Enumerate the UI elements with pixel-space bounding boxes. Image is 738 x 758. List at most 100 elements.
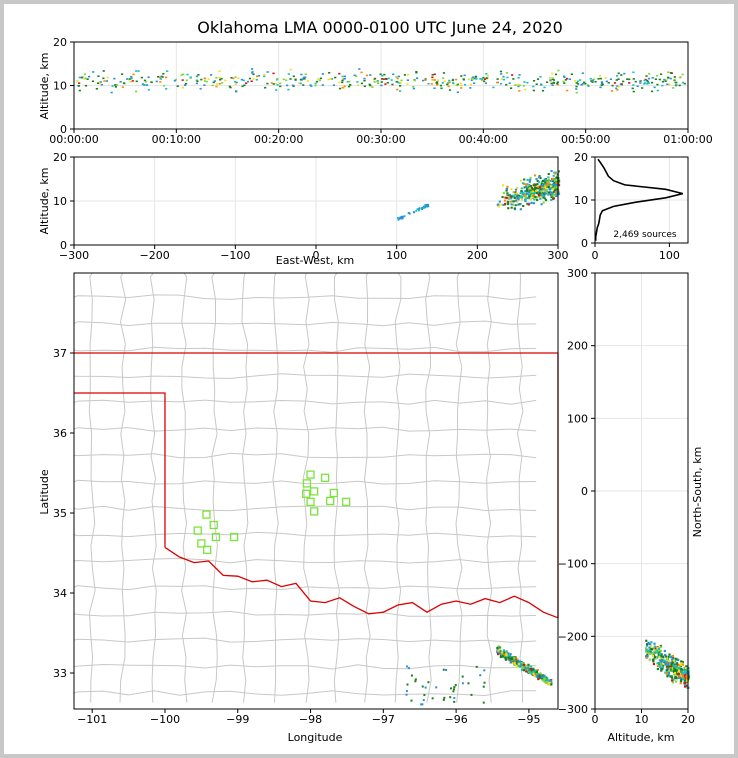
time-source-point [162,84,166,87]
ns-source-point [673,665,676,668]
ew-source-point [507,207,510,210]
ew-source-point [520,195,523,198]
east-west-altitude-panel: −300 −200 −100 0 100 200 300 0 10 20 Altitude, k… [38,151,569,267]
ew-source-point [523,186,526,189]
time-source-point [157,75,160,78]
ns-y-ticks: 300 200 100 0 −100 −200 −300 [558,267,595,716]
ew-source-point [497,205,500,208]
time-source-point [251,71,254,74]
time-x-tick-label: 00:30:00 [356,133,405,146]
map-source-point [546,677,549,680]
time-source-point [469,83,473,86]
time-source-point [597,77,600,80]
ns-x-ticks: 0 10 20 [592,709,695,726]
time-source-point [141,83,144,85]
time-source-point [250,80,253,83]
time-x-tick-label: 00:40:00 [459,133,508,146]
ns-source-point [671,669,674,672]
time-source-point [620,83,623,85]
map-source-point [420,703,423,706]
ew-source-point [505,194,509,197]
time-source-point [215,76,218,79]
ns-source-point [658,663,661,666]
ew-source-point [416,208,419,211]
time-source-point [218,83,221,85]
time-source-point [392,73,395,76]
ns-source-point [646,651,649,655]
ew-source-point [515,192,518,195]
time-source-point [622,80,625,83]
time-source-point [353,74,356,77]
ns-source-point [671,666,675,670]
time-y-tick-label: 20 [53,36,67,49]
ew-source-point [538,189,541,192]
ns-source-point [687,669,690,672]
ns-source-point [671,681,674,684]
time-source-point [439,84,443,87]
ns-source-point [669,668,672,671]
map-source-point [496,651,499,655]
map-source-point [548,679,551,682]
ns-x-label: Altitude, km [607,731,674,744]
time-source-point [131,80,134,82]
ew-source-point [543,178,546,181]
time-source-point [581,82,584,85]
ns-source-point [661,668,664,671]
time-source-point [563,76,566,79]
map-y-tick-label: 34 [53,587,67,600]
ns-source-point [656,662,659,665]
county-line-ew [73,663,537,670]
ew-source-point [544,178,547,181]
ew-source-point [524,190,527,193]
map-source-point [541,679,545,682]
ew-source-point [506,192,509,195]
ns-source-point [685,672,688,675]
ew-source-point [532,192,535,195]
ns-source-point [667,660,670,663]
time-source-point [564,79,567,81]
ew-source-point [529,178,532,181]
time-source-point [373,77,377,80]
time-source-point [129,80,132,83]
time-source-point [129,78,132,80]
time-source-point [615,75,619,77]
time-source-point [459,82,462,85]
ns-source-point [674,676,677,680]
ew-source-point [538,175,541,178]
ew-source-point [536,179,539,182]
ew-source-point [525,189,528,192]
hist-y-tick-label: 20 [574,151,588,164]
ew-source-point [543,193,546,196]
ns-source-point [686,677,689,680]
ew-source-point [507,203,510,206]
time-source-point [424,78,427,80]
time-source-point [431,76,434,79]
map-source-point [513,656,516,660]
time-source-point [241,85,244,88]
ew-source-point [538,193,541,196]
ew-source-point [513,196,516,199]
time-source-point [605,80,609,83]
map-source-point [505,650,508,653]
ns-source-point [667,669,670,672]
ew-source-point [504,196,507,199]
ew-source-point [549,193,553,196]
ns-source-point [658,652,661,655]
time-source-point [234,76,237,78]
time-source-point [436,84,439,86]
time-source-point [440,87,443,90]
ew-source-point [541,183,545,186]
ns-source-point [665,655,668,658]
time-source-point [266,82,269,85]
time-source-point [132,73,135,76]
ns-source-point [679,682,682,685]
time-source-point [545,81,549,84]
time-source-point [631,87,634,90]
ns-source-point [681,670,684,673]
time-source-point [342,78,345,80]
ew-source-point [509,200,512,203]
time-source-point [314,84,317,87]
ew-source-point [527,191,531,194]
ew-source-point [523,194,526,197]
county-line-ns [241,272,249,703]
